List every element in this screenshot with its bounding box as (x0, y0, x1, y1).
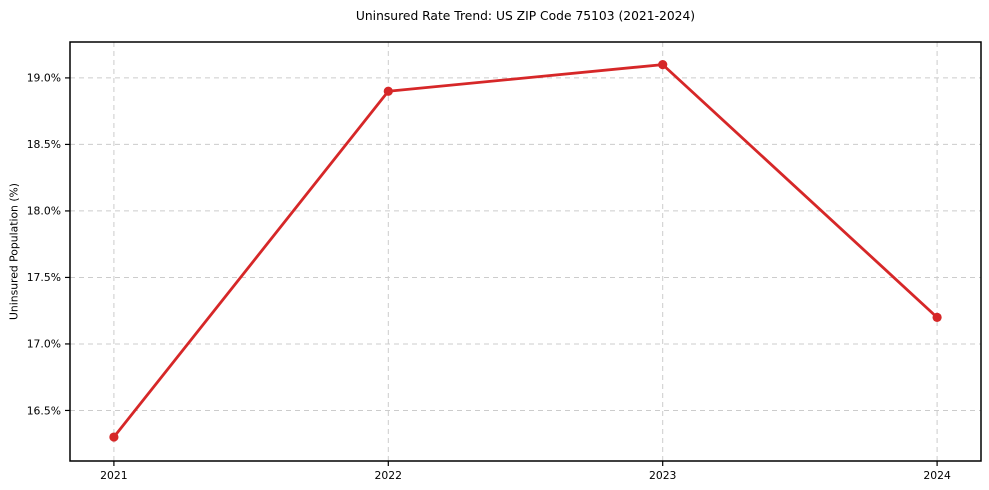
x-tick-label: 2023 (649, 469, 676, 482)
y-tick-label: 18.0% (27, 205, 61, 218)
data-point (658, 60, 668, 70)
y-tick-label: 17.0% (27, 338, 61, 351)
plot-border (69, 41, 982, 462)
x-tick-label: 2024 (923, 469, 951, 482)
data-point (932, 312, 942, 322)
x-tick-label: 2021 (100, 469, 127, 482)
y-tick-label: 19.0% (27, 72, 61, 85)
data-point (109, 432, 119, 442)
chart-title: Uninsured Rate Trend: US ZIP Code 75103 … (355, 9, 696, 23)
data-point (383, 86, 393, 96)
x-tick-label: 2022 (375, 469, 402, 482)
trend-line (112, 63, 939, 439)
y-tick-label: 18.5% (27, 138, 61, 151)
y-tick-label: 16.5% (27, 404, 61, 417)
y-tick-label: 17.5% (27, 271, 61, 284)
